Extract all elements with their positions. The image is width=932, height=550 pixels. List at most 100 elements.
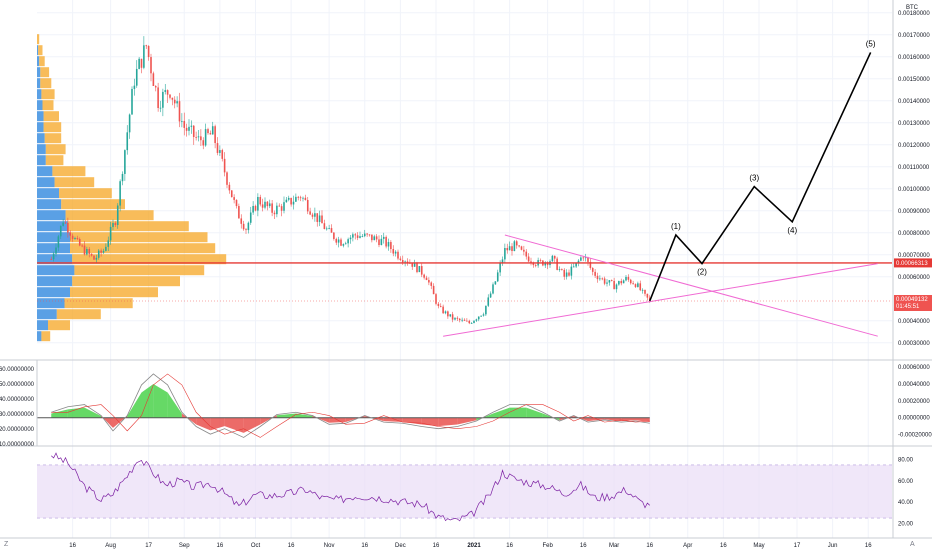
candle-body xyxy=(587,257,589,262)
candle-body xyxy=(254,205,257,211)
volume-profile-bar-sell xyxy=(65,210,154,221)
wave-label: (2) xyxy=(697,268,707,277)
price-axis-tick-label: 0.00060000 xyxy=(898,275,930,281)
candle-body xyxy=(430,282,433,286)
candle-body xyxy=(76,238,79,239)
candle-body xyxy=(527,256,530,262)
candle-body xyxy=(523,249,525,252)
price-axis-tick-label: 0.00130000 xyxy=(898,121,930,127)
candle-body xyxy=(437,303,440,307)
oscillator-left-tick-label: 20.00000000 xyxy=(0,427,35,433)
candle-body xyxy=(235,199,238,207)
candle-body xyxy=(173,99,176,104)
volume-profile-bar-buy xyxy=(37,122,44,133)
candle-body xyxy=(233,197,235,200)
candle-body xyxy=(629,279,632,284)
candle-body xyxy=(451,314,454,320)
candle-body xyxy=(532,262,535,266)
triangle-trendline[interactable] xyxy=(443,263,878,337)
candle-body xyxy=(124,150,126,174)
candle-body xyxy=(135,68,138,86)
oscillator-histogram-area xyxy=(493,407,510,418)
candle-body xyxy=(238,206,240,219)
candle-body xyxy=(401,260,404,263)
candle-body xyxy=(520,246,523,250)
time-axis-tick-label: 17 xyxy=(145,543,152,549)
auto-scale-toggle[interactable]: A xyxy=(910,541,915,548)
candle-body xyxy=(644,289,646,294)
candle-body xyxy=(181,120,183,122)
volume-profile-bar-sell xyxy=(41,89,55,100)
candle-body xyxy=(449,314,452,317)
candle-body xyxy=(162,91,164,108)
oscillator-panel xyxy=(37,373,650,438)
candle-body xyxy=(242,223,245,230)
candle-body xyxy=(95,257,98,260)
candle-body xyxy=(508,246,511,251)
candle-body xyxy=(166,90,169,95)
volume-profile-bar-sell xyxy=(74,265,205,276)
candle-body xyxy=(226,172,228,185)
time-axis-tick-label: Aug xyxy=(105,543,116,549)
candle-body xyxy=(496,272,499,282)
candle-body xyxy=(55,247,57,254)
candle-body xyxy=(105,246,107,251)
volume-profile-bar-buy xyxy=(37,111,44,122)
volume-profile-bar-sell xyxy=(38,45,43,56)
candle-body xyxy=(57,236,60,248)
candle-body xyxy=(561,269,563,270)
candle-body xyxy=(494,281,497,285)
candle-body xyxy=(159,107,162,109)
time-axis-tick-label: Dec xyxy=(395,543,406,549)
oscillator-histogram-area xyxy=(526,407,543,418)
candle-body xyxy=(454,317,456,320)
oscillator-histogram-area xyxy=(84,407,102,418)
candle-body xyxy=(283,202,285,211)
candle-body xyxy=(610,280,613,281)
candle-body xyxy=(518,245,520,247)
candle-body xyxy=(128,114,131,133)
candle-body xyxy=(276,205,278,215)
rsi-axis-tick-label: 20.00 xyxy=(898,521,914,527)
timezone-corner-label[interactable]: Z xyxy=(4,541,9,548)
volume-profile-bar-buy xyxy=(37,56,40,67)
candle-body xyxy=(295,196,297,202)
oscillator-left-tick-label: 60.00000000 xyxy=(0,367,35,373)
candle-body xyxy=(278,205,281,207)
candle-body xyxy=(416,262,418,273)
candle-body xyxy=(380,238,383,246)
candle-body xyxy=(504,248,506,260)
candle-body xyxy=(325,228,328,230)
candle-body xyxy=(473,320,475,324)
price-axis-tick-label: 0.00070000 xyxy=(898,253,930,259)
candle-body xyxy=(333,232,335,239)
oscillator-signal-line xyxy=(51,373,650,438)
candle-body xyxy=(594,271,596,276)
volume-profile-bar-sell xyxy=(44,133,62,144)
volume-profile-bar-buy xyxy=(37,133,45,144)
candle-body xyxy=(470,323,473,324)
price-axis-tick-label: 0.00030000 xyxy=(898,341,930,347)
wave-projection-path[interactable] xyxy=(649,52,872,302)
candle-body xyxy=(219,150,221,153)
rsi-panel xyxy=(37,452,892,522)
volume-profile-bar-sell xyxy=(45,155,64,166)
candle-body xyxy=(641,289,644,291)
candle-body xyxy=(145,45,148,47)
time-axis-tick-label: 16 xyxy=(646,543,653,549)
candle-body xyxy=(290,197,292,205)
time-axis-tick-label: 16 xyxy=(288,543,295,549)
candle-body xyxy=(392,249,395,254)
volume-profile-bar-buy xyxy=(37,78,41,89)
candle-body xyxy=(169,94,171,98)
candle-body xyxy=(482,314,485,316)
candle-body xyxy=(100,250,102,253)
time-axis-tick-label: 16 xyxy=(361,543,368,549)
triangle-trendline[interactable] xyxy=(504,234,878,337)
candle-body xyxy=(102,250,105,253)
candle-body xyxy=(634,284,637,287)
candle-body xyxy=(420,266,423,275)
axes: 16 Aug 17 Sep 16 Oct 16 Nov 16 Dec 16 2021 16 Feb 16 Ma… xyxy=(0,11,932,549)
candle-body xyxy=(466,320,468,322)
candle-body xyxy=(207,129,209,134)
